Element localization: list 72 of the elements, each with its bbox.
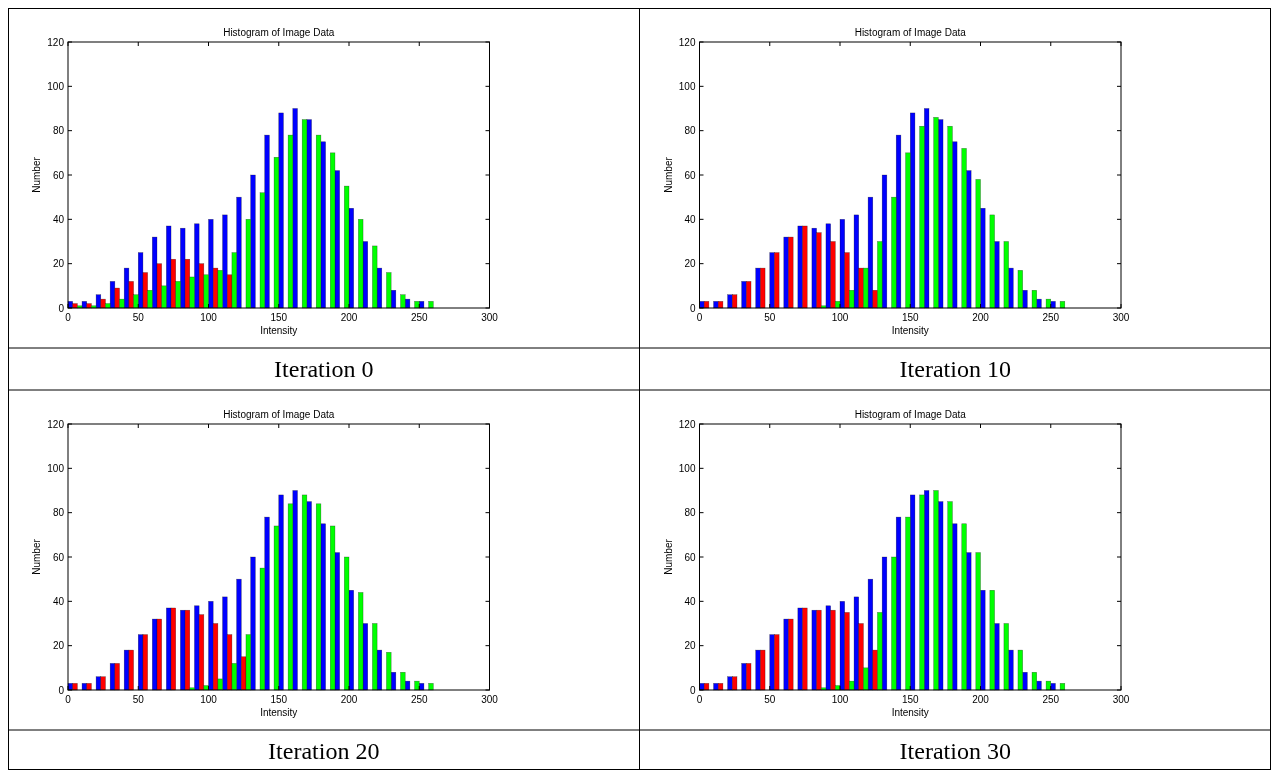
y-tick-label: 80 (684, 125, 696, 137)
y-tick-label: 80 (52, 507, 65, 519)
y-tick-label: 60 (52, 169, 65, 181)
x-tick-label: 300 (1112, 312, 1130, 323)
x-tick-label: 150 (901, 694, 920, 705)
y-tick-label: 0 (58, 684, 65, 696)
x-tick-label: 200 (972, 312, 990, 323)
y-tick-label: 0 (58, 302, 65, 314)
text: Iteration 0 (274, 356, 374, 382)
y-tick-label: 80 (684, 507, 696, 519)
y-tick-label: 60 (684, 169, 696, 181)
x-tick-label: 200 (972, 694, 990, 705)
y-axis-title: Number (31, 538, 42, 575)
y-tick-label: 20 (52, 640, 65, 652)
y-tick-label: 60 (52, 551, 65, 563)
x-axis-title: Intensity (891, 325, 929, 336)
chart-title: Histogram of Image Data (854, 27, 967, 38)
y-tick-label: 0 (689, 302, 696, 314)
y-tick-label: 120 (678, 418, 696, 430)
x-axis-title: Intensity (260, 707, 298, 718)
y-tick-label: 100 (678, 80, 696, 92)
y-tick-label: 100 (47, 80, 65, 92)
x-tick-label: 300 (1112, 694, 1130, 705)
y-tick-label: 120 (47, 418, 65, 430)
y-tick-label: 120 (47, 36, 65, 48)
y-tick-label: 60 (684, 551, 696, 563)
x-axis-title: Intensity (891, 707, 929, 718)
y-tick-label: 100 (47, 462, 65, 474)
y-tick-label: 20 (684, 640, 696, 652)
text: Iteration 20 (268, 738, 380, 764)
x-tick-label: 250 (410, 694, 429, 705)
y-axis-title: Number (662, 156, 674, 193)
x-tick-label: 150 (270, 694, 288, 705)
y-tick-label: 100 (678, 462, 696, 474)
text: Iteration 30 (899, 738, 1011, 764)
text: Iteration 10 (899, 356, 1011, 382)
x-tick-label: 150 (901, 312, 920, 323)
x-tick-label: 100 (200, 694, 218, 705)
y-tick-label: 20 (684, 258, 696, 270)
x-tick-label: 300 (481, 694, 499, 705)
chart-title: Histogram of Image Data (223, 27, 335, 38)
x-tick-label: 100 (831, 312, 849, 323)
y-tick-label: 40 (684, 213, 696, 225)
x-tick-label: 300 (481, 312, 499, 323)
y-tick-label: 40 (52, 213, 65, 225)
x-axis-title: Intensity (260, 325, 298, 336)
chart-title: Histogram of Image Data (223, 409, 335, 420)
x-tick-label: 0 (696, 312, 703, 323)
x-tick-label: 0 (696, 694, 703, 705)
y-tick-label: 40 (52, 595, 65, 607)
x-tick-label: 200 (340, 312, 358, 323)
x-tick-label: 250 (410, 312, 429, 323)
x-tick-label: 50 (764, 694, 776, 705)
y-axis-title: Number (31, 156, 42, 193)
x-tick-label: 100 (200, 312, 218, 323)
x-tick-label: 50 (132, 312, 145, 323)
y-tick-label: 80 (52, 125, 65, 137)
x-tick-label: 100 (831, 694, 849, 705)
x-tick-label: 250 (1042, 694, 1060, 705)
y-tick-label: 0 (689, 684, 696, 696)
chart-title: Histogram of Image Data (854, 409, 967, 420)
x-tick-label: 200 (340, 694, 358, 705)
x-tick-label: 150 (270, 312, 288, 323)
x-tick-label: 250 (1042, 312, 1060, 323)
y-tick-label: 20 (52, 258, 65, 270)
x-tick-label: 0 (65, 694, 72, 705)
y-tick-label: 40 (684, 595, 696, 607)
x-tick-label: 0 (65, 312, 72, 323)
y-axis-title: Number (662, 538, 674, 575)
x-tick-label: 50 (764, 312, 776, 323)
y-tick-label: 120 (678, 36, 696, 48)
x-tick-label: 50 (132, 694, 145, 705)
